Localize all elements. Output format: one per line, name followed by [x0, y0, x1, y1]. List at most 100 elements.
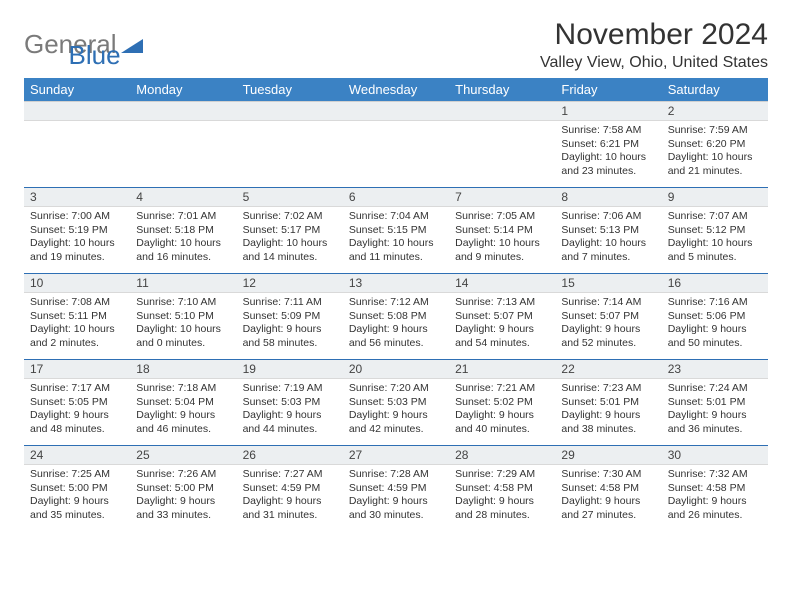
calendar-table: Sunday Monday Tuesday Wednesday Thursday… — [24, 78, 768, 532]
day-number: 16 — [662, 274, 768, 293]
empty-day-band — [237, 102, 343, 121]
sunset-line: Sunset: 5:04 PM — [136, 396, 230, 410]
day-number: 1 — [555, 102, 661, 121]
day-number: 22 — [555, 360, 661, 379]
day-details: Sunrise: 7:26 AMSunset: 5:00 PMDaylight:… — [130, 465, 236, 527]
daylight-line: Daylight: 10 hours and 9 minutes. — [455, 237, 549, 264]
sunrise-line: Sunrise: 7:11 AM — [243, 296, 337, 310]
sunrise-line: Sunrise: 7:04 AM — [349, 210, 443, 224]
day-details: Sunrise: 7:28 AMSunset: 4:59 PMDaylight:… — [343, 465, 449, 527]
calendar-day-cell: 28Sunrise: 7:29 AMSunset: 4:58 PMDayligh… — [449, 446, 555, 532]
calendar-day-cell: 14Sunrise: 7:13 AMSunset: 5:07 PMDayligh… — [449, 274, 555, 360]
day-details: Sunrise: 7:25 AMSunset: 5:00 PMDaylight:… — [24, 465, 130, 527]
sunset-line: Sunset: 5:18 PM — [136, 224, 230, 238]
calendar-day-cell: 23Sunrise: 7:24 AMSunset: 5:01 PMDayligh… — [662, 360, 768, 446]
day-number: 4 — [130, 188, 236, 207]
sunrise-line: Sunrise: 7:06 AM — [561, 210, 655, 224]
sunrise-line: Sunrise: 7:18 AM — [136, 382, 230, 396]
sunset-line: Sunset: 5:08 PM — [349, 310, 443, 324]
sunrise-line: Sunrise: 7:20 AM — [349, 382, 443, 396]
calendar-week-row: 1Sunrise: 7:58 AMSunset: 6:21 PMDaylight… — [24, 102, 768, 188]
day-details: Sunrise: 7:04 AMSunset: 5:15 PMDaylight:… — [343, 207, 449, 269]
day-number: 9 — [662, 188, 768, 207]
sunset-line: Sunset: 5:03 PM — [243, 396, 337, 410]
sunset-line: Sunset: 4:58 PM — [455, 482, 549, 496]
location: Valley View, Ohio, United States — [540, 54, 768, 72]
day-details: Sunrise: 7:08 AMSunset: 5:11 PMDaylight:… — [24, 293, 130, 355]
sunset-line: Sunset: 4:58 PM — [561, 482, 655, 496]
calendar-day-cell: 26Sunrise: 7:27 AMSunset: 4:59 PMDayligh… — [237, 446, 343, 532]
day-number: 17 — [24, 360, 130, 379]
day-details: Sunrise: 7:10 AMSunset: 5:10 PMDaylight:… — [130, 293, 236, 355]
sunset-line: Sunset: 5:07 PM — [561, 310, 655, 324]
sunset-line: Sunset: 5:00 PM — [30, 482, 124, 496]
sunset-line: Sunset: 5:01 PM — [668, 396, 762, 410]
day-details: Sunrise: 7:19 AMSunset: 5:03 PMDaylight:… — [237, 379, 343, 441]
weekday-header: Tuesday — [237, 78, 343, 102]
day-number: 26 — [237, 446, 343, 465]
calendar-day-cell: 30Sunrise: 7:32 AMSunset: 4:58 PMDayligh… — [662, 446, 768, 532]
sunrise-line: Sunrise: 7:13 AM — [455, 296, 549, 310]
sunrise-line: Sunrise: 7:17 AM — [30, 382, 124, 396]
daylight-line: Daylight: 9 hours and 52 minutes. — [561, 323, 655, 350]
sunrise-line: Sunrise: 7:07 AM — [668, 210, 762, 224]
sunrise-line: Sunrise: 7:23 AM — [561, 382, 655, 396]
daylight-line: Daylight: 9 hours and 26 minutes. — [668, 495, 762, 522]
logo-text-blue: Blue — [69, 40, 121, 71]
day-details: Sunrise: 7:58 AMSunset: 6:21 PMDaylight:… — [555, 121, 661, 183]
day-number: 29 — [555, 446, 661, 465]
sunrise-line: Sunrise: 7:02 AM — [243, 210, 337, 224]
calendar-day-cell: 13Sunrise: 7:12 AMSunset: 5:08 PMDayligh… — [343, 274, 449, 360]
sunrise-line: Sunrise: 7:12 AM — [349, 296, 443, 310]
day-number: 21 — [449, 360, 555, 379]
daylight-line: Daylight: 10 hours and 2 minutes. — [30, 323, 124, 350]
day-number: 12 — [237, 274, 343, 293]
daylight-line: Daylight: 10 hours and 11 minutes. — [349, 237, 443, 264]
empty-day-band — [343, 102, 449, 121]
sunset-line: Sunset: 5:19 PM — [30, 224, 124, 238]
calendar-day-cell: 25Sunrise: 7:26 AMSunset: 5:00 PMDayligh… — [130, 446, 236, 532]
sunset-line: Sunset: 4:59 PM — [349, 482, 443, 496]
sunset-line: Sunset: 5:00 PM — [136, 482, 230, 496]
daylight-line: Daylight: 9 hours and 30 minutes. — [349, 495, 443, 522]
day-details: Sunrise: 7:02 AMSunset: 5:17 PMDaylight:… — [237, 207, 343, 269]
calendar-day-cell: 24Sunrise: 7:25 AMSunset: 5:00 PMDayligh… — [24, 446, 130, 532]
sunrise-line: Sunrise: 7:16 AM — [668, 296, 762, 310]
calendar-day-cell: 1Sunrise: 7:58 AMSunset: 6:21 PMDaylight… — [555, 102, 661, 188]
sunset-line: Sunset: 5:10 PM — [136, 310, 230, 324]
daylight-line: Daylight: 9 hours and 33 minutes. — [136, 495, 230, 522]
calendar-day-cell: 29Sunrise: 7:30 AMSunset: 4:58 PMDayligh… — [555, 446, 661, 532]
daylight-line: Daylight: 9 hours and 46 minutes. — [136, 409, 230, 436]
sunset-line: Sunset: 5:14 PM — [455, 224, 549, 238]
sunrise-line: Sunrise: 7:00 AM — [30, 210, 124, 224]
sunrise-line: Sunrise: 7:27 AM — [243, 468, 337, 482]
day-details: Sunrise: 7:07 AMSunset: 5:12 PMDaylight:… — [662, 207, 768, 269]
sunset-line: Sunset: 5:01 PM — [561, 396, 655, 410]
sunset-line: Sunset: 5:15 PM — [349, 224, 443, 238]
calendar-day-cell: 21Sunrise: 7:21 AMSunset: 5:02 PMDayligh… — [449, 360, 555, 446]
calendar-day-cell — [24, 102, 130, 188]
daylight-line: Daylight: 10 hours and 16 minutes. — [136, 237, 230, 264]
sunrise-line: Sunrise: 7:26 AM — [136, 468, 230, 482]
daylight-line: Daylight: 9 hours and 40 minutes. — [455, 409, 549, 436]
calendar-day-cell: 5Sunrise: 7:02 AMSunset: 5:17 PMDaylight… — [237, 188, 343, 274]
day-number: 3 — [24, 188, 130, 207]
day-number: 10 — [24, 274, 130, 293]
sunset-line: Sunset: 5:02 PM — [455, 396, 549, 410]
daylight-line: Daylight: 9 hours and 56 minutes. — [349, 323, 443, 350]
day-number: 5 — [237, 188, 343, 207]
weekday-header: Thursday — [449, 78, 555, 102]
day-number: 27 — [343, 446, 449, 465]
calendar-day-cell: 27Sunrise: 7:28 AMSunset: 4:59 PMDayligh… — [343, 446, 449, 532]
day-details: Sunrise: 7:59 AMSunset: 6:20 PMDaylight:… — [662, 121, 768, 183]
calendar-day-cell: 4Sunrise: 7:01 AMSunset: 5:18 PMDaylight… — [130, 188, 236, 274]
empty-day-band — [24, 102, 130, 121]
day-details: Sunrise: 7:20 AMSunset: 5:03 PMDaylight:… — [343, 379, 449, 441]
sunrise-line: Sunrise: 7:08 AM — [30, 296, 124, 310]
calendar-day-cell: 2Sunrise: 7:59 AMSunset: 6:20 PMDaylight… — [662, 102, 768, 188]
sunset-line: Sunset: 5:17 PM — [243, 224, 337, 238]
daylight-line: Daylight: 9 hours and 28 minutes. — [455, 495, 549, 522]
sunset-line: Sunset: 5:06 PM — [668, 310, 762, 324]
daylight-line: Daylight: 10 hours and 21 minutes. — [668, 151, 762, 178]
sunrise-line: Sunrise: 7:58 AM — [561, 124, 655, 138]
